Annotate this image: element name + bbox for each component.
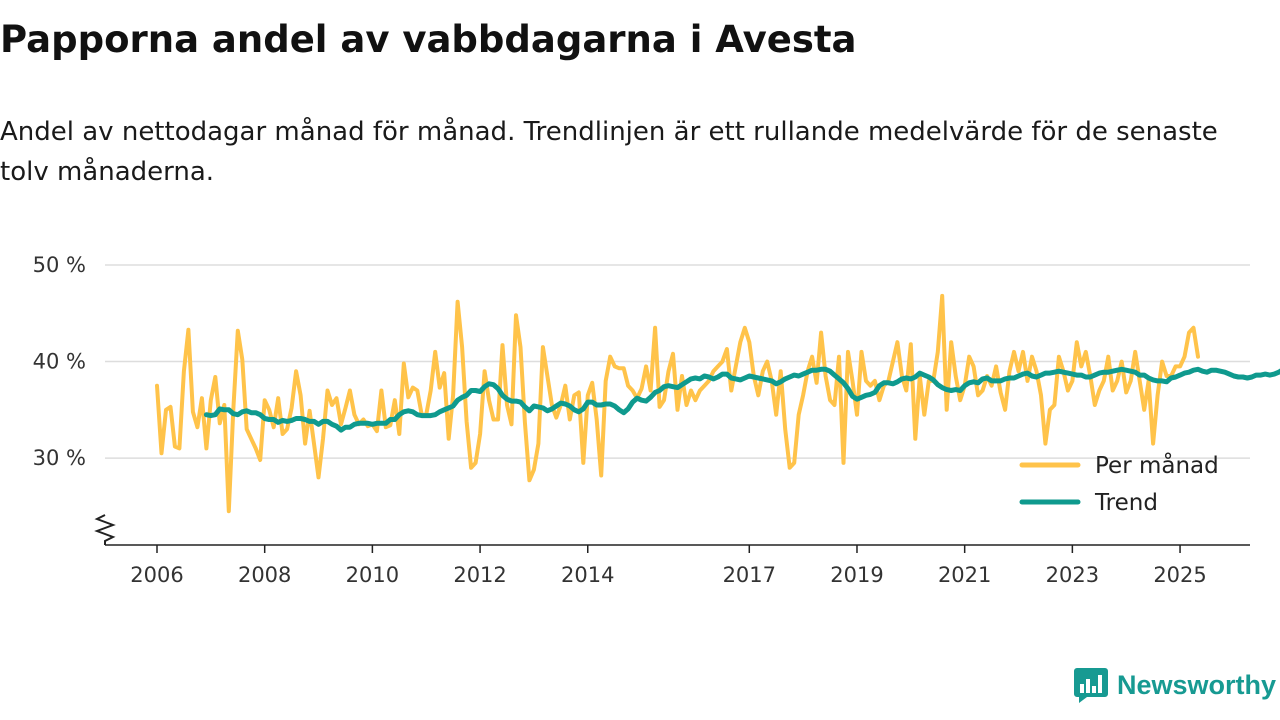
y-tick-label: 30 % (33, 446, 86, 470)
series-line-per-manad (155, 293, 1200, 514)
chart-title: Papporna andel av vabbdagarna i Avesta (0, 18, 857, 61)
legend-label-trend: Trend (1094, 490, 1158, 516)
x-tick-label: 2012 (453, 563, 506, 587)
axis-break-icon (94, 514, 116, 545)
series-line-trend (203, 366, 1280, 433)
series-lines (155, 293, 1280, 514)
y-tick-label: 40 % (33, 350, 86, 374)
x-tick-label: 2019 (830, 563, 883, 587)
x-tick-label: 2008 (238, 563, 291, 587)
x-axis-ticks: 2006 2008 2010 2012 2014 2017 2019 2021 2023 2025 (130, 545, 1207, 587)
brand-name: Newsworthy (1116, 669, 1276, 700)
x-tick-label: 2010 (346, 563, 399, 587)
chart-subtitle: Andel av nettodagar månad för månad. Tre… (0, 117, 1218, 187)
x-tick-label: 2017 (723, 563, 776, 587)
newsworthy-logo-icon (1073, 668, 1108, 703)
x-tick-label: 2006 (130, 563, 183, 587)
legend-label-per-manad: Per månad (1095, 451, 1219, 479)
x-tick-label: 2021 (938, 563, 991, 587)
legend: Per månad Trend (1019, 451, 1219, 516)
gridlines (105, 264, 1250, 459)
x-tick-label: 2014 (561, 563, 614, 587)
y-axis-ticks: 30 % 40 % 50 % (33, 253, 86, 470)
y-tick-label: 50 % (33, 253, 86, 277)
brand-logo: Newsworthy (1073, 666, 1276, 704)
x-tick-label: 2023 (1046, 563, 1099, 587)
x-tick-label: 2025 (1153, 563, 1206, 587)
